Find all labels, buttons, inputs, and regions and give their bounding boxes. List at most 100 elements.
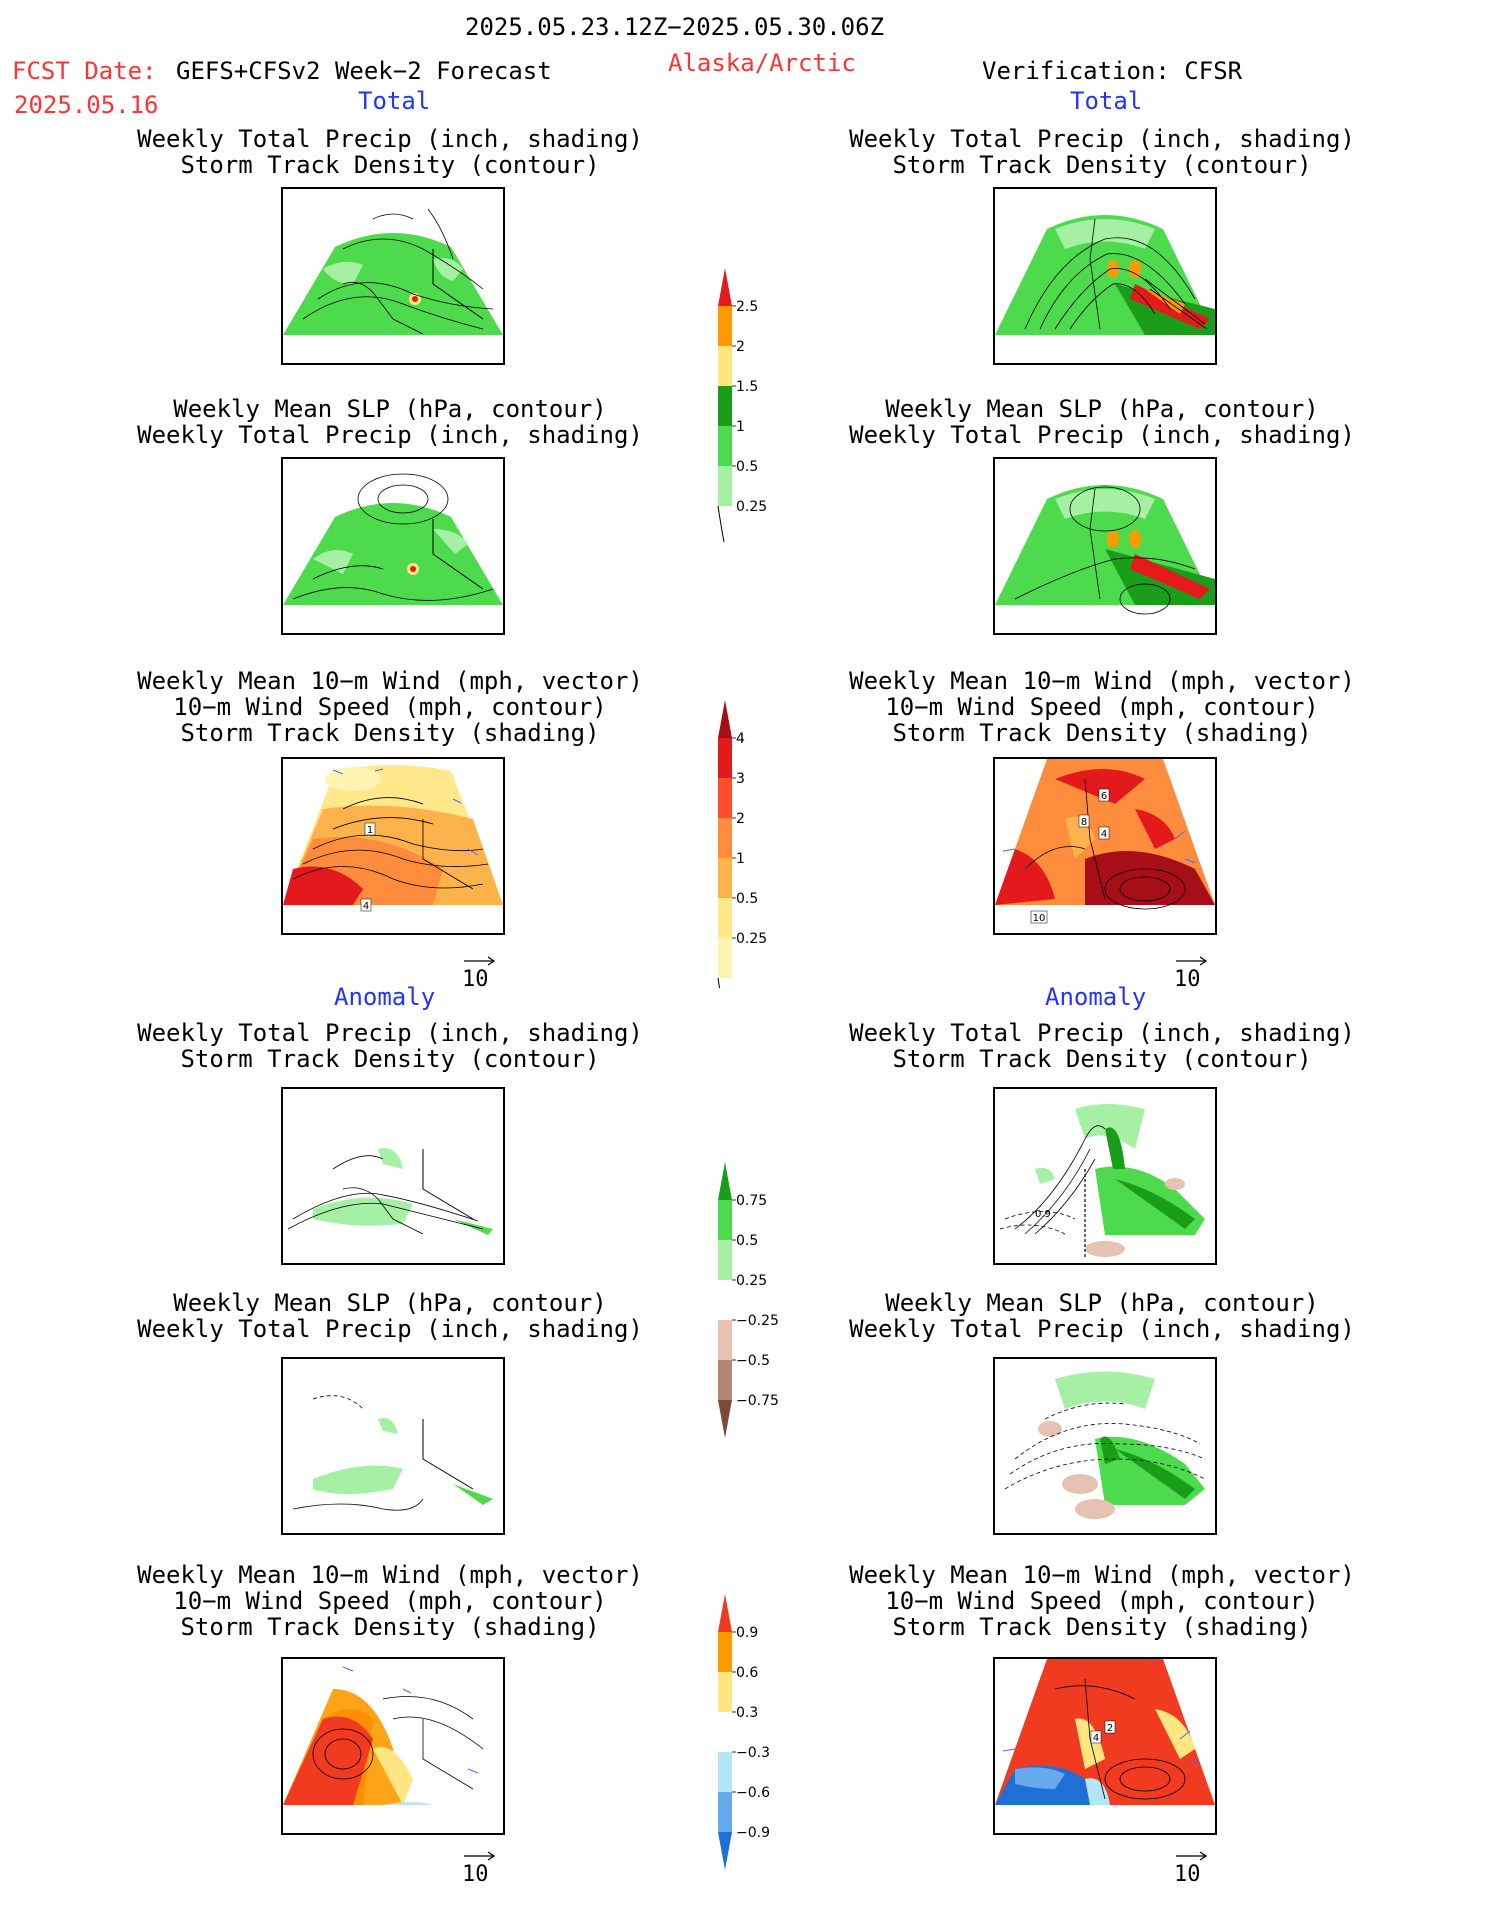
cb-precip-total-label: 2.5 [736,299,758,315]
cb-precip-total-swatch [718,346,732,386]
cb-precip-anom-label: 0.75 [736,1193,767,1209]
cb-precip-total-label: 0.5 [736,459,758,475]
cb-storm-anom-swatch [718,1672,732,1712]
title-verif-precip-storm-anom: Weekly Total Precip (inch, shading) Storm… [849,1019,1355,1073]
map-verif-slp-precip-anom [993,1357,1217,1535]
colorbar-precip-total: 2.5 2 1.5 1 0.5 0.25 [714,266,794,560]
cb-storm-anom-bottom-triangle [718,1832,732,1870]
map-fcst-wind-anom [281,1657,505,1835]
cb-storm-anom-swatch [718,1632,732,1672]
region-label: Alaska/Arctic [668,49,856,77]
cb-precip-total-label: 0.25 [736,499,767,515]
map-verif-wind-anom: 2 4 [993,1657,1217,1835]
map-fcst-precip-storm-anom [281,1087,505,1265]
colorbar-storm-total: 4 3 2 1 0.5 0.25 [714,698,794,1015]
cb-storm-anom-swatch [718,1712,732,1752]
cb-precip-anom-label: 0.5 [736,1233,758,1249]
map-verif-slp-precip-total [993,457,1217,635]
cb-precip-total-top-triangle [718,268,732,306]
verif-anom-contour-label: 0.9 [1035,1209,1051,1220]
cb-precip-anom-swatch [718,1200,732,1240]
map-fcst-slp-precip-total [281,457,505,635]
cb-storm-total-swatch [718,858,732,898]
title-fcst-precip-storm-total: Weekly Total Precip (inch, shading) Storm… [137,125,643,179]
cb-precip-total-tail [717,505,725,543]
cb-precip-anom-swatch [718,1360,732,1400]
map-verif-precip-storm-total [993,187,1217,365]
cb-precip-anom-label: −0.5 [736,1353,770,1369]
cb-storm-total-label: 3 [736,771,745,787]
cb-storm-total-label: 4 [736,731,745,747]
title-fcst-slp-precip-total: Weekly Mean SLP (hPa, contour) Weekly Tot… [137,395,643,449]
cb-storm-total-top-triangle [718,700,732,738]
cb-storm-anom-swatch [718,1752,732,1792]
wind-label-2: 4 [363,901,369,912]
cb-precip-anom-bottom-triangle [718,1400,732,1438]
cb-storm-total-swatch [718,778,732,818]
verif-wind-label-1: 6 [1101,791,1107,802]
verif-wind-anom-label-2: 4 [1093,1733,1099,1744]
cb-storm-total-swatch [718,738,732,778]
cb-precip-total-swatch [718,466,732,506]
title-verif-precip-storm-total: Weekly Total Precip (inch, shading) Storm… [849,125,1355,179]
section-total-left: Total [358,87,431,115]
vector-ref-fcst-anom: 10 [462,1850,498,1887]
title-verif-slp-precip-total: Weekly Mean SLP (hPa, contour) Weekly Tot… [849,395,1355,449]
cb-storm-total-label: 2 [736,811,745,827]
cb-storm-total-label: 1 [736,851,745,867]
cb-precip-total-swatch [718,426,732,466]
fcst-model: GEFS+CFSv2 Week−2 Forecast [176,57,552,85]
title-verif-wind-total: Weekly Mean 10−m Wind (mph, vector) 10−m … [849,667,1355,747]
title-fcst-wind-anom: Weekly Mean 10−m Wind (mph, vector) 10−m … [137,1561,643,1641]
vector-ref-fcst-total: 10 [462,955,498,992]
cb-storm-anom-swatch [718,1792,732,1832]
cb-storm-total-swatch [718,898,732,938]
cb-storm-total-swatch [718,938,732,978]
map-verif-wind-total: 6 8 4 10 [993,757,1217,935]
verification-label: Verification: CFSR [982,57,1243,85]
cb-storm-anom-top-triangle [718,1594,732,1632]
cb-precip-total-label: 2 [736,339,745,355]
cb-precip-anom-label: −0.25 [736,1313,779,1329]
cb-precip-total-swatch [718,306,732,346]
cb-precip-total-swatch [718,386,732,426]
cb-storm-anom-label: 0.6 [736,1665,758,1681]
cb-storm-anom-label: −0.6 [736,1785,770,1801]
title-fcst-slp-precip-anom: Weekly Mean SLP (hPa, contour) Weekly Tot… [137,1289,643,1343]
map-fcst-slp-precip-anom [281,1357,505,1535]
cb-storm-total-swatch [718,818,732,858]
cb-storm-total-label: 0.25 [736,931,767,947]
forecast-period: 2025.05.23.12Z−2025.05.30.06Z [465,13,885,41]
vector-ref-verif-total: 10 [1174,955,1210,992]
verif-wind-label-2: 8 [1081,817,1087,828]
vector-ref-verif-anom: 10 [1174,1850,1210,1887]
cb-precip-anom-swatch [718,1240,732,1280]
cb-precip-anom-swatch [718,1280,732,1320]
cb-storm-anom-label: 0.9 [736,1625,758,1641]
cb-storm-anom-label: 0.3 [736,1705,758,1721]
cb-storm-total-label: 0.5 [736,891,758,907]
title-fcst-wind-total: Weekly Mean 10−m Wind (mph, vector) 10−m … [137,667,643,747]
map-fcst-precip-storm-total [281,187,505,365]
cb-precip-anom-swatch [718,1320,732,1360]
verif-wind-anom-label-1: 2 [1107,1723,1113,1734]
colorbar-storm-anom: 0.9 0.6 0.3 −0.3 −0.6 −0.9 [714,1592,794,1886]
verif-wind-label-4: 10 [1033,913,1046,924]
title-verif-slp-precip-anom: Weekly Mean SLP (hPa, contour) Weekly Tot… [849,1289,1355,1343]
cb-precip-total-label: 1 [736,419,745,435]
cb-precip-total-label: 1.5 [736,379,758,395]
cb-precip-anom-label: −0.75 [736,1393,779,1409]
cb-precip-anom-top-triangle [718,1162,732,1200]
cb-precip-anom-label: 0.25 [736,1273,767,1289]
map-verif-precip-storm-anom: 0.9 [993,1087,1217,1265]
title-fcst-precip-storm-anom: Weekly Total Precip (inch, shading) Storm… [137,1019,643,1073]
cb-storm-anom-label: −0.3 [736,1745,770,1761]
fcst-date-label: FCST Date: [12,57,157,85]
verif-wind-label-3: 4 [1101,829,1107,840]
cb-storm-anom-label: −0.9 [736,1825,770,1841]
cb-storm-total-tail [717,977,725,1015]
map-fcst-wind-total: 1 4 [281,757,505,935]
title-verif-wind-anom: Weekly Mean 10−m Wind (mph, vector) 10−m … [849,1561,1355,1641]
wind-label-1: 1 [367,825,373,836]
section-anomaly-left: Anomaly [334,983,436,1011]
